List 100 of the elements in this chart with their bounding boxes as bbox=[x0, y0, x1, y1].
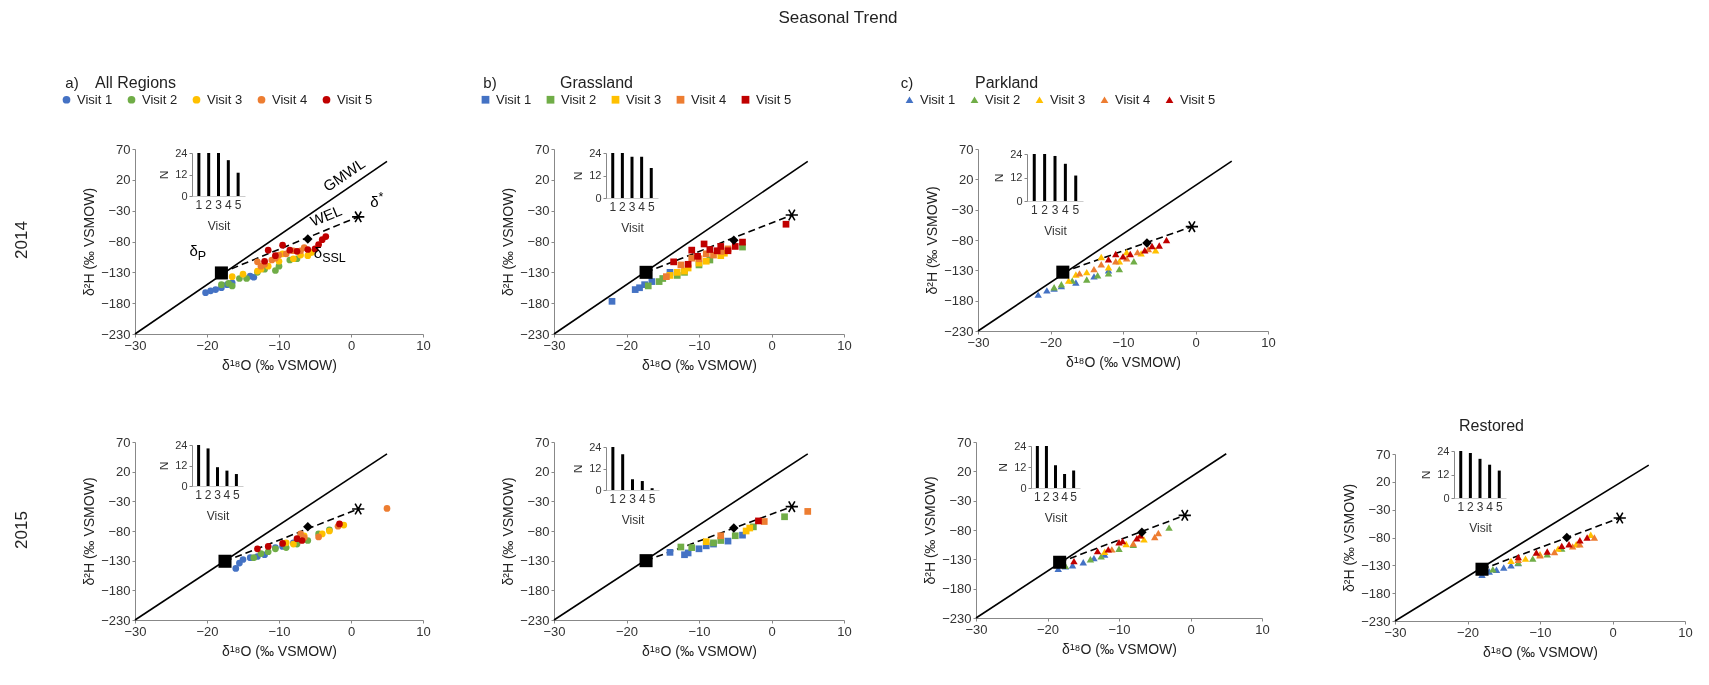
x-tick-label: 0 bbox=[1187, 621, 1195, 637]
y-tick-label: 24 bbox=[1437, 444, 1450, 457]
x-tick-label: −20 bbox=[196, 623, 219, 639]
x-tick-label: 5 bbox=[647, 199, 655, 214]
x-tick-label: 5 bbox=[1070, 489, 1078, 504]
y-tick-label: 0 bbox=[181, 189, 188, 202]
y-tick-label: −180 bbox=[944, 293, 974, 309]
x-tick-label: 4 bbox=[224, 197, 232, 212]
x-tick-label: 5 bbox=[234, 197, 242, 212]
y-axis-title: N bbox=[1419, 470, 1434, 480]
x-tick-label: −20 bbox=[1036, 621, 1060, 637]
y-tick-label: 20 bbox=[116, 172, 131, 188]
x-axis-title: δ¹⁸O (‰ VSMOW) bbox=[1483, 643, 1598, 660]
x-axis-title: Visit bbox=[621, 512, 645, 527]
y-tick-label: −180 bbox=[101, 295, 131, 311]
legend-label: Visit 3 bbox=[207, 91, 243, 107]
y-tick-label: 70 bbox=[116, 434, 131, 450]
x-tick-label: 3 bbox=[628, 199, 636, 214]
y-tick-label: −230 bbox=[101, 326, 131, 342]
x-tick-label: 10 bbox=[1255, 621, 1270, 637]
y-tick-label: −230 bbox=[942, 610, 972, 626]
y-axis-title: δ²H (‰ VSMOW) bbox=[922, 476, 939, 585]
y-tick-label: −230 bbox=[1361, 613, 1391, 629]
chart-title: Grassland bbox=[560, 74, 633, 91]
y-axis-title: δ²H (‰ VSMOW) bbox=[81, 477, 98, 586]
y-tick-label: 12 bbox=[175, 459, 188, 471]
x-tick-label: 2 bbox=[204, 487, 212, 502]
x-axis-title: δ¹⁸O (‰ VSMOW) bbox=[1066, 353, 1181, 370]
legend-label: Visit 4 bbox=[691, 91, 727, 107]
legend-label: Visit 5 bbox=[1180, 91, 1216, 107]
text: b) bbox=[483, 73, 497, 91]
x-tick-label: 4 bbox=[1061, 489, 1069, 504]
x-tick-label: 3 bbox=[629, 491, 637, 506]
x-tick-label: −20 bbox=[615, 337, 639, 353]
y-tick-label: 20 bbox=[959, 171, 974, 187]
x-tick-label: −20 bbox=[1456, 624, 1480, 640]
x-tick-label: 4 bbox=[638, 199, 646, 214]
y-tick-label: 20 bbox=[116, 464, 131, 480]
y-tick-label: −130 bbox=[101, 553, 131, 569]
x-tick-label: 1 bbox=[1034, 489, 1042, 504]
legend-label: Visit 5 bbox=[337, 91, 373, 107]
y-axis-title: δ²H (‰ VSMOW) bbox=[500, 187, 517, 297]
x-tick-label: 5 bbox=[648, 491, 656, 506]
y-tick-label: 12 bbox=[589, 462, 602, 474]
x-tick-label: 5 bbox=[1072, 202, 1080, 217]
x-tick-label: −20 bbox=[615, 623, 639, 639]
y-tick-label: −180 bbox=[101, 582, 131, 598]
x-tick-label: 3 bbox=[1052, 489, 1060, 504]
legend-label: Visit 1 bbox=[77, 91, 113, 107]
x-tick-label: −10 bbox=[1529, 624, 1552, 640]
y-tick-label: −80 bbox=[527, 523, 550, 539]
series-label: δ$^{*}$ bbox=[370, 189, 384, 211]
y-tick-label: 70 bbox=[535, 434, 550, 450]
x-axis-title: Visit bbox=[206, 508, 230, 523]
x-tick-label: −10 bbox=[268, 623, 291, 639]
legend-label: Visit 3 bbox=[626, 91, 662, 107]
x-tick-label: 2 bbox=[205, 197, 213, 212]
legend-label: Visit 4 bbox=[1115, 91, 1151, 107]
x-axis-title: Visit bbox=[621, 220, 645, 235]
text: a) bbox=[65, 73, 79, 91]
x-axis-title: Visit bbox=[207, 218, 231, 233]
x-tick-label: 4 bbox=[1486, 499, 1494, 514]
x-tick-label: 10 bbox=[1678, 624, 1693, 640]
y-axis-title: δ²H (‰ VSMOW) bbox=[1341, 483, 1358, 593]
y-tick-label: −130 bbox=[944, 262, 974, 278]
y-tick-label: 12 bbox=[589, 169, 602, 181]
y-tick-label: −180 bbox=[1361, 585, 1391, 601]
text: Seasonal Trend bbox=[778, 8, 898, 28]
x-axis-title: Visit bbox=[1469, 520, 1493, 535]
x-tick-label: 1 bbox=[195, 197, 203, 212]
legend-label: Visit 3 bbox=[1050, 91, 1086, 107]
y-tick-label: −80 bbox=[527, 234, 550, 249]
y-tick-label: 20 bbox=[535, 172, 550, 188]
series-label: δ$_{SSL}$ bbox=[313, 244, 346, 266]
x-tick-label: 0 bbox=[1609, 624, 1617, 640]
y-tick-label: −80 bbox=[108, 234, 131, 249]
legend-label: Visit 2 bbox=[142, 91, 178, 107]
x-tick-label: 1 bbox=[195, 487, 203, 502]
chart-title: Restored bbox=[1459, 417, 1524, 434]
x-tick-label: 0 bbox=[1192, 334, 1200, 350]
text: 2015 bbox=[12, 511, 32, 549]
y-tick-label: 24 bbox=[175, 146, 188, 159]
x-tick-label: 0 bbox=[347, 623, 356, 639]
y-tick-label: 24 bbox=[1014, 439, 1027, 452]
text: 2014 bbox=[12, 221, 32, 259]
y-tick-label: 20 bbox=[957, 463, 972, 479]
y-tick-label: −130 bbox=[520, 264, 550, 280]
y-tick-label: 12 bbox=[1010, 171, 1023, 183]
legend-label: Visit 2 bbox=[985, 91, 1021, 107]
x-tick-label: 3 bbox=[214, 487, 222, 502]
text: WEL bbox=[307, 201, 345, 231]
x-tick-label: 0 bbox=[768, 337, 776, 353]
series-label: δ$_{P}$ bbox=[189, 241, 207, 264]
y-tick-label: 70 bbox=[957, 434, 972, 450]
x-tick-label: 3 bbox=[1051, 202, 1059, 217]
x-tick-label: −20 bbox=[1039, 334, 1063, 350]
x-tick-label: 2 bbox=[619, 199, 627, 214]
y-tick-label: −180 bbox=[520, 582, 550, 598]
text: c) bbox=[900, 73, 914, 91]
x-tick-label: −10 bbox=[1112, 334, 1135, 350]
